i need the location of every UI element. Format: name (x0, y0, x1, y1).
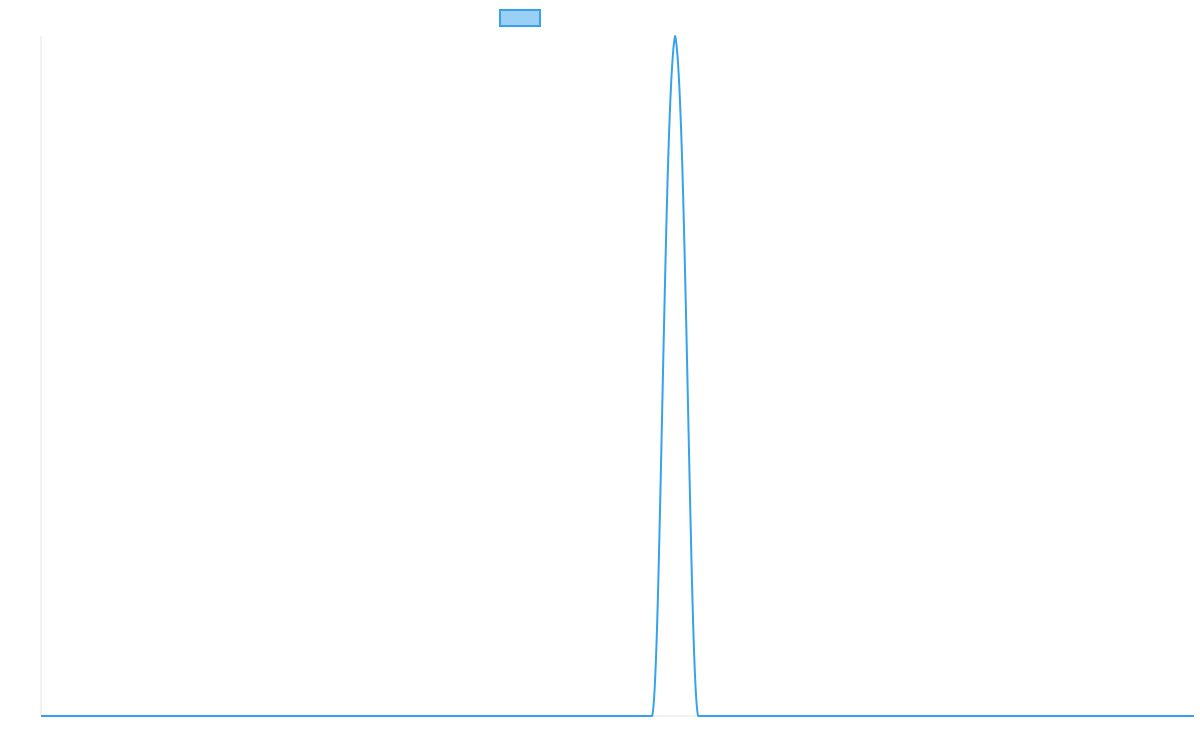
series-layer (41, 35, 1194, 717)
legend[interactable] (499, 9, 541, 27)
legend-swatch[interactable] (499, 9, 541, 27)
series-line-0 (41, 35, 1194, 717)
axes (40, 36, 1194, 717)
